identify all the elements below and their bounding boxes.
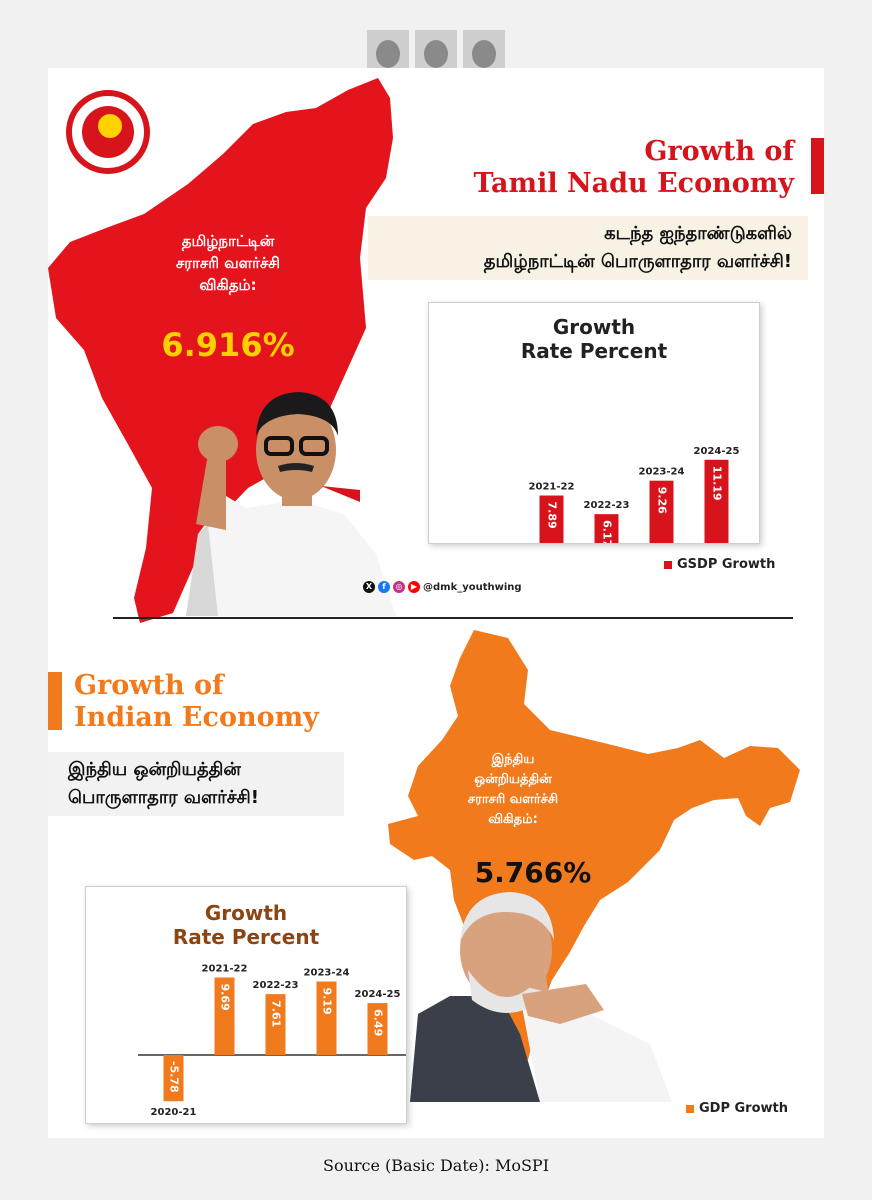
category-label: 2023-24: [639, 467, 685, 478]
value-label: 7.89: [546, 502, 559, 529]
tn-tamil-heading: கடந்த ஐந்தாண்டுகளில் தமிழ்நாட்டின் பொருள…: [368, 216, 808, 280]
tn-chart-legend: GSDP Growth: [664, 557, 775, 572]
section-divider: [113, 617, 793, 619]
tn-title-accent-bar: [811, 138, 824, 194]
category-label: 2022-23: [253, 980, 299, 991]
value-label: -5.78: [168, 1061, 181, 1093]
person-photo-india: [410, 892, 672, 1102]
party-logo: [66, 90, 150, 174]
category-label: 2024-25: [694, 446, 740, 457]
tn-chart-plot: 0.072020-217.892021-226.172022-239.26202…: [529, 446, 740, 543]
person-photo-tn: [186, 392, 396, 616]
india-chart-legend: GDP Growth: [686, 1101, 788, 1116]
india-title: Growth of Indian Economy: [74, 670, 319, 733]
value-label: 9.26: [656, 487, 669, 514]
value-label: 6.17: [601, 520, 614, 543]
source-note: Source (Basic Date): MoSPI: [322, 1156, 550, 1175]
legend-swatch: [686, 1104, 694, 1113]
bar-2020-21: [163, 1055, 184, 1102]
category-label: 2023-24: [304, 967, 350, 978]
value-label: 9.69: [219, 983, 232, 1010]
tn-chart-title: Growth Rate Percent: [520, 315, 668, 363]
category-label: 2021-22: [202, 963, 248, 974]
instagram-icon[interactable]: ◎: [393, 581, 405, 593]
india-tamil-heading: இந்திய ஒன்றியத்தின் பொருளாதார வளர்ச்சி!: [48, 752, 344, 816]
india-title-accent-bar: [48, 672, 62, 730]
youtube-icon[interactable]: ▶: [408, 581, 420, 593]
legend-swatch: [664, 560, 672, 569]
category-label: 2022-23: [584, 500, 630, 511]
bar-2021-22: [214, 977, 235, 1055]
x-icon[interactable]: X: [363, 581, 375, 593]
bar-2021-22: [539, 495, 564, 543]
value-label: 11.19: [711, 466, 724, 501]
india-chart-title: Growth Rate Percent: [172, 901, 320, 949]
tn-average-label: தமிழ்நாட்டின் சராசரி வளர்ச்சி விகிதம்:: [176, 232, 280, 294]
bar-2023-24: [649, 480, 674, 543]
category-label: 2021-22: [529, 482, 575, 493]
value-label: 9.19: [321, 987, 334, 1014]
tn-title: Growth of Tamil Nadu Economy: [473, 136, 795, 199]
bar-2022-23: [594, 514, 619, 543]
tamil-nadu-map: [48, 78, 393, 623]
bar-2024-25: [704, 459, 729, 543]
category-label: 2024-25: [355, 989, 401, 1000]
facebook-icon[interactable]: f: [378, 581, 390, 593]
value-label: 6.49: [372, 1009, 385, 1036]
india-chart-plot: -5.78 2020-21 9.69 2021-22 7.61 2022-23 9.19 20…: [138, 963, 406, 1118]
social-handle-row: X f ◎ ▶ @dmk_youthwing: [363, 581, 522, 593]
india-average-value: 5.766%: [474, 856, 592, 889]
india-growth-chart: Growth Rate Percent -5.78 2020-21 9.69 2021…: [85, 886, 407, 1124]
value-label: 7.61: [270, 1000, 283, 1027]
tn-average-value: 6.916%: [161, 326, 295, 364]
social-handle[interactable]: @dmk_youthwing: [423, 581, 522, 593]
bar-2024-25: [367, 1003, 388, 1055]
infographic-card: தமிழ்நாட்டின் சராசரி வளர்ச்சி விகிதம்: 6…: [48, 68, 824, 1138]
bar-2022-23: [265, 994, 286, 1055]
bar-2023-24: [316, 981, 337, 1055]
india-average-label: இந்திய ஒன்றியத்தின் சராசரி வளர்ச்சி விகி…: [467, 752, 559, 827]
tn-growth-chart: Growth Rate Percent 0.072020-217.892021-…: [428, 302, 760, 544]
category-label: 2020-21: [151, 1107, 197, 1118]
